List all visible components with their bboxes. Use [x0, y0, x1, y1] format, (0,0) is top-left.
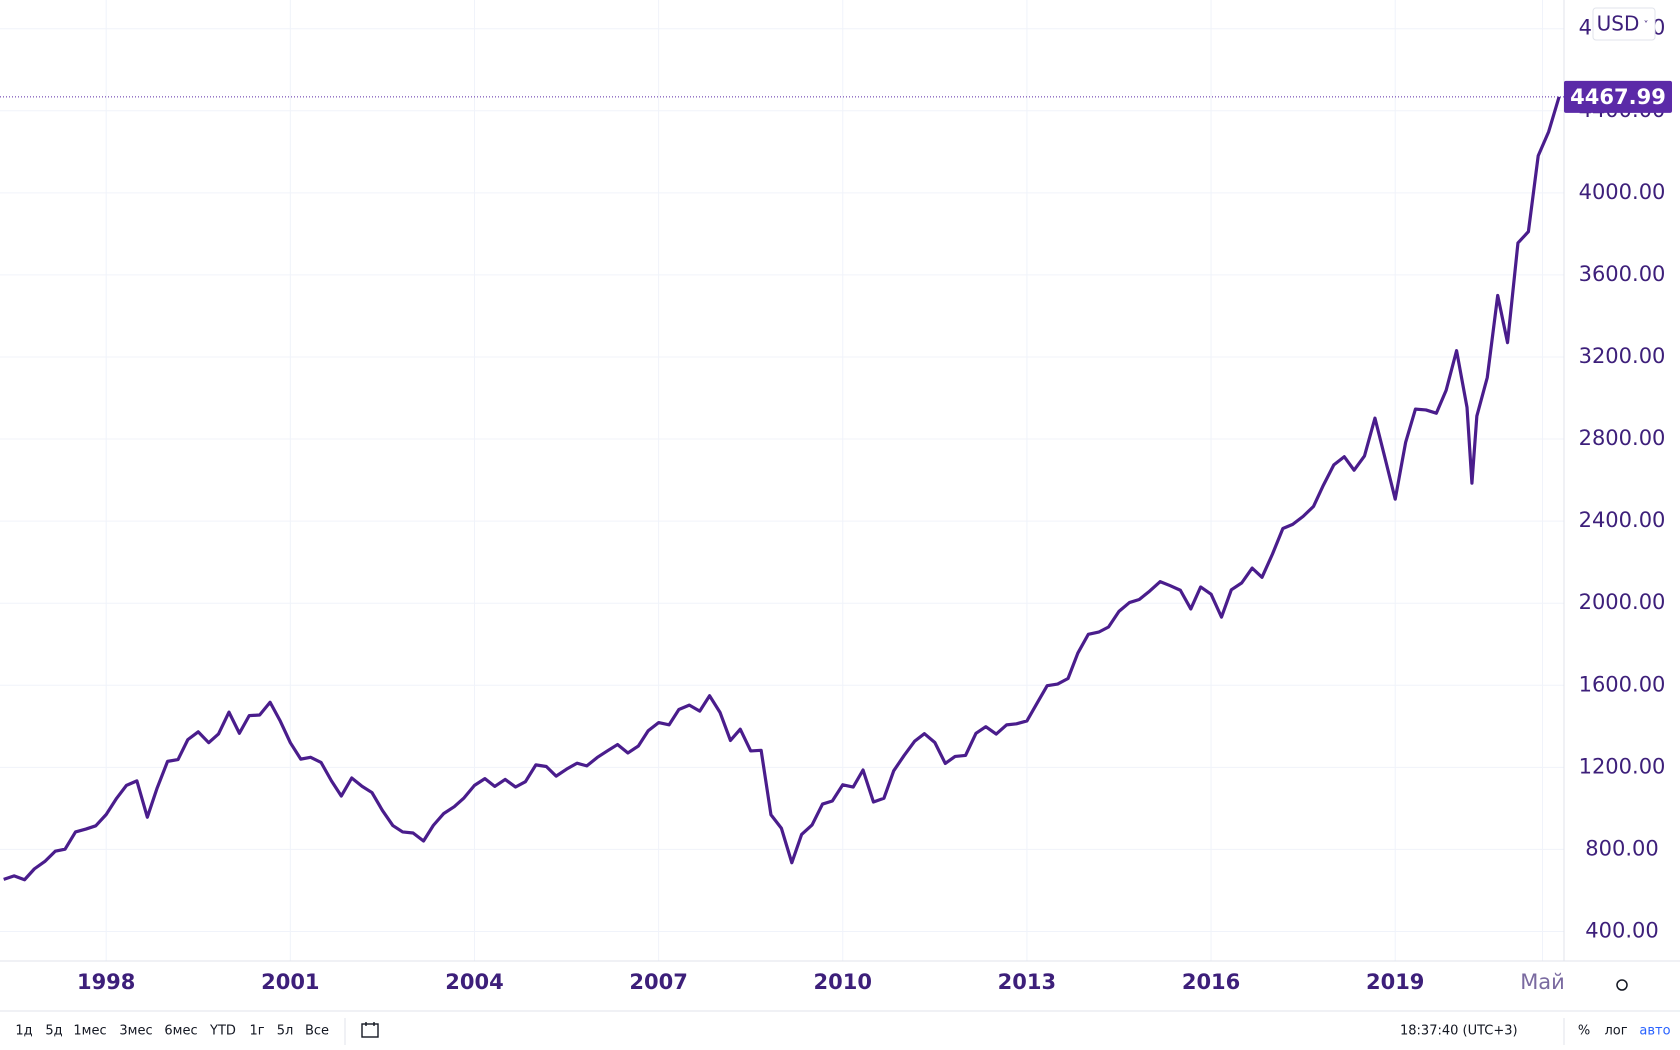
last-price-label: 4467.99: [1570, 85, 1666, 109]
icon-gear: [1616, 979, 1628, 991]
currency-label[interactable]: USD: [1597, 12, 1640, 36]
x-tick-label: 2004: [445, 970, 503, 994]
currency-caret: ˅: [1644, 19, 1649, 31]
x-tick-label: 2001: [261, 970, 319, 994]
currency-box[interactable]: [1592, 7, 1656, 41]
price-line: [3, 96, 1561, 882]
log-button[interactable]: лог: [1604, 1024, 1627, 1039]
y-tick-label: 400.00: [1585, 918, 1658, 942]
last-price-box: [1564, 80, 1672, 113]
y-tick-label: 3600.00: [1579, 262, 1666, 286]
x-tick-label: Май: [1520, 970, 1565, 994]
y-tick-label: 2400.00: [1579, 508, 1666, 532]
range-button[interactable]: Все: [305, 1024, 329, 1039]
grid: [0, 0, 1564, 961]
y-tick-label: 1600.00: [1579, 672, 1666, 696]
date-range-icon[interactable]: [361, 1022, 379, 1038]
x-tick-label: 2010: [814, 970, 872, 994]
y-tick-label: 1200.00: [1579, 754, 1666, 778]
y-tick-label: 4000.00: [1579, 180, 1666, 204]
x-tick-label: 2013: [998, 970, 1056, 994]
range-button[interactable]: 1мес: [73, 1024, 106, 1039]
y-tick-label: 2000.00: [1579, 590, 1666, 614]
x-tick-label: 2016: [1182, 970, 1240, 994]
clock: 18:37:40 (UTC+3): [1400, 1024, 1518, 1039]
range-button[interactable]: 1д: [15, 1024, 32, 1039]
y-tick-label: 800.00: [1585, 836, 1658, 860]
percent-button[interactable]: %: [1578, 1024, 1590, 1039]
range-button[interactable]: YTD: [209, 1024, 236, 1039]
x-tick-label: 1998: [77, 970, 135, 994]
range-button[interactable]: 5л: [277, 1024, 294, 1039]
auto-button[interactable]: авто: [1639, 1024, 1670, 1039]
range-button[interactable]: 3мес: [119, 1024, 152, 1039]
range-button[interactable]: 5д: [45, 1024, 62, 1039]
range-button[interactable]: 1г: [249, 1024, 264, 1039]
y-tick-label: 3200.00: [1579, 344, 1666, 368]
range-button[interactable]: 6мес: [164, 1024, 197, 1039]
x-tick-label: 2007: [629, 970, 687, 994]
x-tick-label: 2019: [1366, 970, 1424, 994]
settings-icon[interactable]: [1616, 979, 1628, 991]
icon-frame: [361, 1023, 379, 1038]
y-tick-label: 2800.00: [1579, 426, 1666, 450]
